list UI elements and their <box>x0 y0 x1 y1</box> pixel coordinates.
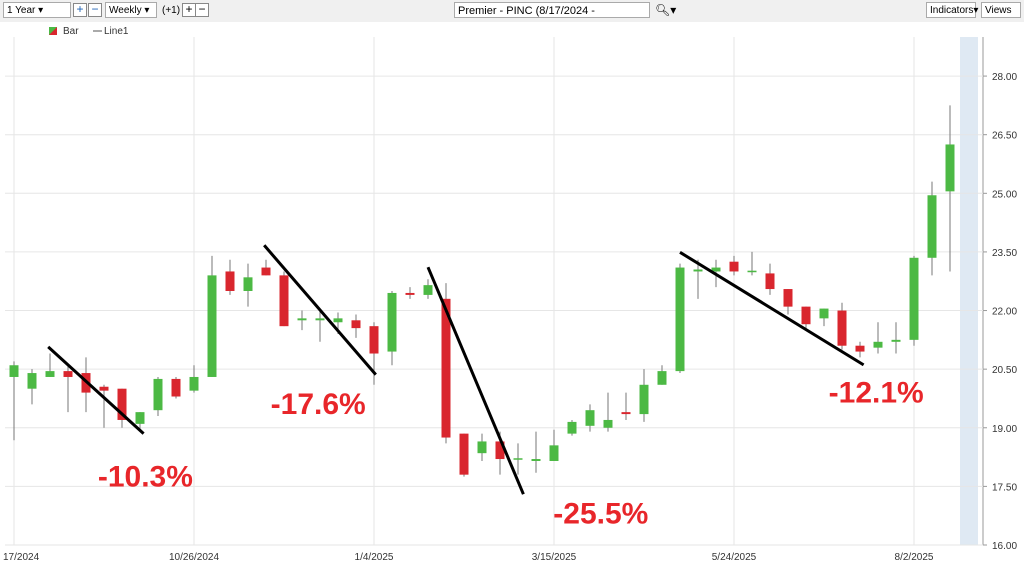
chart: Bar Line1 16.00 17.50 19.00 20.50 22.00 23.50… <box>0 22 1024 570</box>
annotation: -12.1% <box>829 376 924 409</box>
candle-body <box>423 285 433 295</box>
offset-minus[interactable]: − <box>195 3 209 17</box>
candle-body <box>837 310 847 346</box>
y-tick-label: 28.00 <box>992 72 1017 83</box>
candle-body <box>315 318 325 321</box>
candle-body <box>153 378 163 411</box>
candle-body <box>405 292 415 295</box>
candle-body <box>387 292 397 352</box>
y-tick-label: 26.50 <box>992 131 1017 142</box>
trend-line <box>426 266 525 495</box>
candle-body <box>675 267 685 372</box>
x-tick-label: 8/2/2025 <box>895 552 934 563</box>
y-tick-label: 23.50 <box>992 248 1017 259</box>
candle-body <box>27 373 37 389</box>
candle-body <box>819 308 829 319</box>
search-icon[interactable]: 🔍︎▾ <box>655 3 677 17</box>
candle-body <box>189 376 199 391</box>
candle-body <box>9 365 19 377</box>
interval-select[interactable]: Weekly ▾ <box>105 2 157 18</box>
indicators-label: Indicators <box>930 5 974 16</box>
candle-body <box>927 195 937 258</box>
candle-body <box>531 459 541 461</box>
candle-body <box>99 386 109 391</box>
x-tick-label: 5/24/2025 <box>712 552 757 563</box>
candle-body <box>567 421 577 434</box>
candle-body <box>135 412 145 424</box>
offset-plus[interactable]: + <box>182 3 196 17</box>
candle-body <box>711 267 721 272</box>
y-tick-label: 25.00 <box>992 189 1017 200</box>
candle-body <box>657 371 667 385</box>
candle-body <box>171 378 181 397</box>
candle-body <box>729 261 739 272</box>
candle-body <box>297 318 307 321</box>
background <box>0 22 1024 570</box>
legend-label: Bar <box>63 26 79 37</box>
candle-body <box>765 273 775 290</box>
period-select[interactable]: 1 Year ▾ <box>3 2 71 18</box>
candle-body <box>495 441 505 460</box>
candle-body <box>639 384 649 415</box>
indicators-button[interactable]: Indicators▾ <box>926 2 978 18</box>
candle-body <box>801 306 811 325</box>
interval-label: Weekly <box>109 5 142 16</box>
candle-body <box>225 271 235 291</box>
candle-body <box>945 144 955 192</box>
legend-label: Line1 <box>104 26 129 37</box>
candle-body <box>477 441 487 454</box>
x-tick-label: 1/4/2025 <box>355 552 394 563</box>
candle-body <box>63 371 73 377</box>
trend-line <box>47 345 145 435</box>
x-tick-label: 3/15/2025 <box>532 552 577 563</box>
candle-body <box>279 275 289 327</box>
candle-body <box>855 345 865 352</box>
candle-body <box>891 339 901 342</box>
candle-body <box>585 410 595 426</box>
candle-body <box>783 289 793 307</box>
candle-body <box>909 257 919 340</box>
candle-body <box>549 445 559 461</box>
y-tick-label: 20.50 <box>992 365 1017 376</box>
annotation: -25.5% <box>553 498 648 531</box>
candle-body <box>603 419 613 428</box>
zoom-out[interactable]: − <box>88 3 102 17</box>
candle-body <box>261 267 271 276</box>
candle-body <box>117 388 127 420</box>
candle-body <box>45 371 55 377</box>
candle-body <box>441 298 451 438</box>
annotation: -10.3% <box>98 460 193 493</box>
symbol-box[interactable]: Premier - PINC (8/17/2024 - 8/19/2025) <box>454 2 650 33</box>
views-label: Views <box>985 5 1012 16</box>
y-tick-label: 16.00 <box>992 541 1017 552</box>
period-label: 1 Year <box>7 5 36 16</box>
toolbar: 1 Year ▾ + − Weekly ▾ (+1) + − Premier -… <box>0 0 1024 33</box>
annotation: -17.6% <box>271 388 366 421</box>
candle-body <box>747 270 757 273</box>
x-tick-label: 17/2024 <box>3 552 40 563</box>
candle-body <box>873 341 883 348</box>
offset-label: (+1) <box>162 5 181 16</box>
y-tick-label: 19.00 <box>992 424 1017 435</box>
candle-body <box>369 326 379 354</box>
candle-body <box>513 458 523 460</box>
legend-swatch <box>49 27 57 35</box>
views-button[interactable]: Views ▾ <box>981 2 1021 32</box>
trend-line <box>679 251 865 367</box>
candle-body <box>207 275 217 377</box>
candle-body <box>351 320 361 329</box>
candle-body <box>621 412 631 415</box>
candle-body <box>243 277 253 291</box>
candle-body <box>693 269 703 272</box>
candle-body <box>459 433 469 475</box>
x-tick-label: 10/26/2024 <box>169 552 219 563</box>
y-tick-label: 17.50 <box>992 482 1017 493</box>
trend-line <box>263 244 377 376</box>
zoom-in[interactable]: + <box>73 3 87 17</box>
current-zone <box>960 37 978 545</box>
candle-body <box>333 318 343 323</box>
y-tick-label: 22.00 <box>992 307 1017 318</box>
